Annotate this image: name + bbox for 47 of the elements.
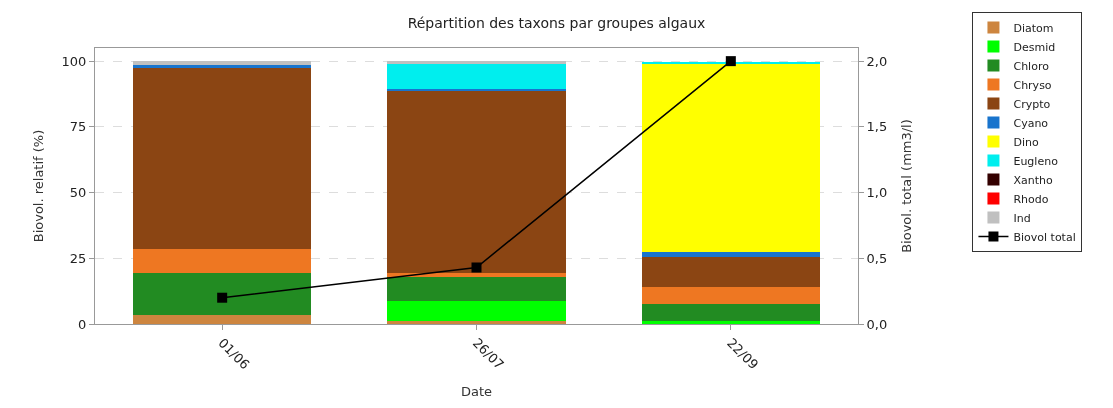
point — [217, 292, 228, 303]
bar — [133, 249, 312, 274]
bar — [387, 301, 566, 322]
y2-tick-label: 2,0 — [866, 53, 888, 69]
bar — [641, 304, 820, 322]
legend-label: Ind — [1013, 211, 1031, 225]
bar — [133, 61, 312, 66]
bar — [133, 65, 312, 68]
y2-tick-label: 1,0 — [866, 185, 888, 201]
y-axis-title: Biovol. relatif (%) — [30, 129, 46, 243]
legend-label: Eugleno — [1013, 154, 1059, 168]
point — [725, 56, 736, 67]
legend-label: Desmid — [1013, 40, 1056, 54]
bar — [133, 273, 312, 315]
y-tick-label: 25 — [69, 250, 87, 266]
y-tick-label: 50 — [69, 185, 87, 201]
bar — [641, 287, 820, 305]
bar — [387, 90, 566, 274]
bar — [641, 256, 820, 288]
bar — [387, 321, 566, 324]
legend-label: Rhodo — [1013, 192, 1049, 206]
y-tick-label: 75 — [69, 119, 87, 135]
y-tick-label: 0 — [78, 316, 87, 332]
legend-label: Dino — [1013, 135, 1039, 149]
bar — [641, 64, 820, 253]
legend-label: Chryso — [1013, 78, 1052, 92]
x-axis-title: Date — [460, 383, 493, 399]
bar — [133, 314, 312, 324]
bar — [133, 67, 312, 250]
y2-tick-label: 0,5 — [866, 250, 888, 266]
bar — [641, 321, 820, 324]
legend-label: Chloro — [1013, 59, 1050, 73]
legend-label: Diatom — [1013, 21, 1054, 35]
legend-label: Xantho — [1013, 173, 1053, 187]
bar — [387, 277, 566, 302]
bar — [387, 63, 566, 89]
legend-label: Cyano — [1013, 116, 1049, 130]
chart-title: Répartition des taxons par groupes algaux — [407, 15, 706, 32]
y-tick-label: 100 — [61, 53, 87, 69]
point — [471, 262, 482, 273]
legend-label: Biovol total — [1013, 230, 1076, 244]
y2-tick-label: 0,0 — [866, 316, 888, 332]
bar — [641, 252, 820, 257]
y2-axis-title: Biovol. total (mm3/l) — [898, 119, 914, 253]
y2-tick-label: 1,5 — [866, 119, 888, 135]
bar — [387, 61, 566, 64]
legend-label: Crypto — [1013, 97, 1051, 111]
